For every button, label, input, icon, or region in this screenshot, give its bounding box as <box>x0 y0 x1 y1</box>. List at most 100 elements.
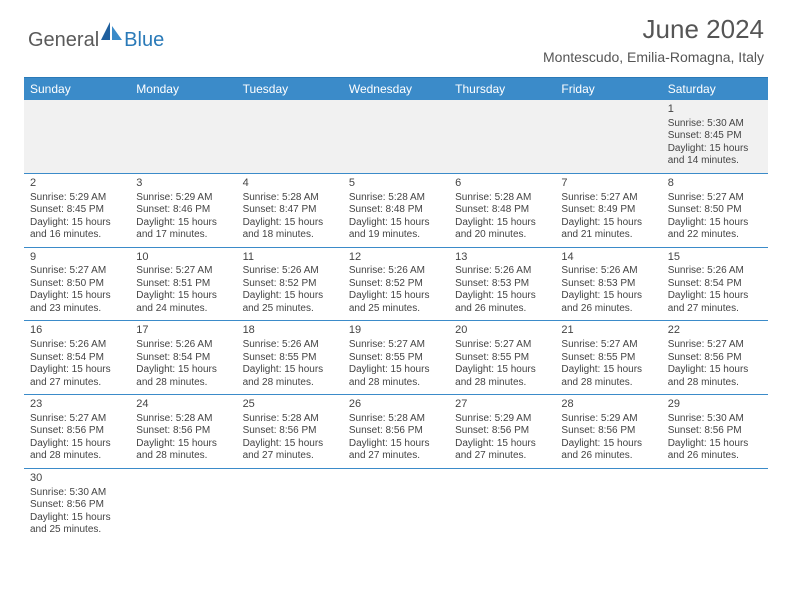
day-number: 4 <box>243 177 337 191</box>
day-cell: 14Sunrise: 5:26 AMSunset: 8:53 PMDayligh… <box>555 248 661 321</box>
sunset-text: Sunset: 8:54 PM <box>668 278 762 291</box>
day-header-row: Sunday Monday Tuesday Wednesday Thursday… <box>24 78 768 100</box>
day-number: 27 <box>455 398 549 412</box>
week-row: 1Sunrise: 5:30 AMSunset: 8:45 PMDaylight… <box>24 100 768 174</box>
day-number: 13 <box>455 251 549 265</box>
day-header-thursday: Thursday <box>449 78 555 100</box>
day-cell <box>555 100 661 173</box>
daylight-text: Daylight: 15 hours <box>455 217 549 230</box>
day-cell: 30Sunrise: 5:30 AMSunset: 8:56 PMDayligh… <box>24 469 130 542</box>
sunrise-text: Sunrise: 5:28 AM <box>349 192 443 205</box>
weeks-container: 1Sunrise: 5:30 AMSunset: 8:45 PMDaylight… <box>24 100 768 542</box>
day-cell <box>237 469 343 542</box>
daylight-text: and 20 minutes. <box>455 229 549 242</box>
day-number: 30 <box>30 472 124 486</box>
sunset-text: Sunset: 8:53 PM <box>455 278 549 291</box>
daylight-text: and 17 minutes. <box>136 229 230 242</box>
sunset-text: Sunset: 8:55 PM <box>349 352 443 365</box>
sunrise-text: Sunrise: 5:29 AM <box>30 192 124 205</box>
sunset-text: Sunset: 8:55 PM <box>561 352 655 365</box>
day-cell: 4Sunrise: 5:28 AMSunset: 8:47 PMDaylight… <box>237 174 343 247</box>
sunrise-text: Sunrise: 5:26 AM <box>349 265 443 278</box>
day-cell: 28Sunrise: 5:29 AMSunset: 8:56 PMDayligh… <box>555 395 661 468</box>
daylight-text: Daylight: 15 hours <box>243 364 337 377</box>
day-cell: 7Sunrise: 5:27 AMSunset: 8:49 PMDaylight… <box>555 174 661 247</box>
sunrise-text: Sunrise: 5:26 AM <box>561 265 655 278</box>
day-cell: 12Sunrise: 5:26 AMSunset: 8:52 PMDayligh… <box>343 248 449 321</box>
sunset-text: Sunset: 8:45 PM <box>668 130 762 143</box>
daylight-text: Daylight: 15 hours <box>561 438 655 451</box>
sunrise-text: Sunrise: 5:26 AM <box>243 265 337 278</box>
daylight-text: Daylight: 15 hours <box>455 438 549 451</box>
daylight-text: and 27 minutes. <box>243 450 337 463</box>
day-number: 12 <box>349 251 443 265</box>
daylight-text: Daylight: 15 hours <box>455 364 549 377</box>
sunrise-text: Sunrise: 5:27 AM <box>668 339 762 352</box>
day-cell: 6Sunrise: 5:28 AMSunset: 8:48 PMDaylight… <box>449 174 555 247</box>
day-cell: 17Sunrise: 5:26 AMSunset: 8:54 PMDayligh… <box>130 321 236 394</box>
daylight-text: and 28 minutes. <box>349 377 443 390</box>
sunset-text: Sunset: 8:55 PM <box>243 352 337 365</box>
sunset-text: Sunset: 8:56 PM <box>668 425 762 438</box>
sunrise-text: Sunrise: 5:27 AM <box>136 265 230 278</box>
sunrise-text: Sunrise: 5:29 AM <box>561 413 655 426</box>
daylight-text: Daylight: 15 hours <box>668 438 762 451</box>
sunset-text: Sunset: 8:48 PM <box>349 204 443 217</box>
daylight-text: Daylight: 15 hours <box>668 217 762 230</box>
sunset-text: Sunset: 8:50 PM <box>668 204 762 217</box>
week-row: 9Sunrise: 5:27 AMSunset: 8:50 PMDaylight… <box>24 248 768 322</box>
day-number: 22 <box>668 324 762 338</box>
daylight-text: and 27 minutes. <box>668 303 762 316</box>
daylight-text: Daylight: 15 hours <box>136 290 230 303</box>
day-cell: 10Sunrise: 5:27 AMSunset: 8:51 PMDayligh… <box>130 248 236 321</box>
daylight-text: Daylight: 15 hours <box>136 438 230 451</box>
daylight-text: Daylight: 15 hours <box>30 438 124 451</box>
sunset-text: Sunset: 8:49 PM <box>561 204 655 217</box>
day-number: 1 <box>668 103 762 117</box>
day-cell <box>555 469 661 542</box>
day-number: 3 <box>136 177 230 191</box>
daylight-text: and 24 minutes. <box>136 303 230 316</box>
day-cell: 8Sunrise: 5:27 AMSunset: 8:50 PMDaylight… <box>662 174 768 247</box>
sunrise-text: Sunrise: 5:26 AM <box>455 265 549 278</box>
sunrise-text: Sunrise: 5:30 AM <box>668 413 762 426</box>
daylight-text: and 28 minutes. <box>455 377 549 390</box>
daylight-text: Daylight: 15 hours <box>349 217 443 230</box>
month-title: June 2024 <box>543 14 764 45</box>
day-number: 9 <box>30 251 124 265</box>
sunset-text: Sunset: 8:52 PM <box>349 278 443 291</box>
daylight-text: and 26 minutes. <box>561 450 655 463</box>
daylight-text: Daylight: 15 hours <box>455 290 549 303</box>
day-number: 10 <box>136 251 230 265</box>
sunset-text: Sunset: 8:54 PM <box>30 352 124 365</box>
day-number: 18 <box>243 324 337 338</box>
day-cell <box>24 100 130 173</box>
daylight-text: and 28 minutes. <box>30 450 124 463</box>
day-number: 28 <box>561 398 655 412</box>
day-header-sunday: Sunday <box>24 78 130 100</box>
daylight-text: Daylight: 15 hours <box>243 438 337 451</box>
sunset-text: Sunset: 8:56 PM <box>243 425 337 438</box>
day-number: 26 <box>349 398 443 412</box>
day-number: 7 <box>561 177 655 191</box>
sunrise-text: Sunrise: 5:27 AM <box>561 339 655 352</box>
day-number: 17 <box>136 324 230 338</box>
sunset-text: Sunset: 8:48 PM <box>455 204 549 217</box>
daylight-text: Daylight: 15 hours <box>30 364 124 377</box>
daylight-text: Daylight: 15 hours <box>30 217 124 230</box>
sunrise-text: Sunrise: 5:28 AM <box>136 413 230 426</box>
sunset-text: Sunset: 8:45 PM <box>30 204 124 217</box>
daylight-text: Daylight: 15 hours <box>668 143 762 156</box>
daylight-text: Daylight: 15 hours <box>561 217 655 230</box>
day-cell: 20Sunrise: 5:27 AMSunset: 8:55 PMDayligh… <box>449 321 555 394</box>
sunset-text: Sunset: 8:46 PM <box>136 204 230 217</box>
sunrise-text: Sunrise: 5:26 AM <box>136 339 230 352</box>
day-number: 29 <box>668 398 762 412</box>
day-cell: 1Sunrise: 5:30 AMSunset: 8:45 PMDaylight… <box>662 100 768 173</box>
sunrise-text: Sunrise: 5:28 AM <box>455 192 549 205</box>
sunset-text: Sunset: 8:56 PM <box>455 425 549 438</box>
sunset-text: Sunset: 8:55 PM <box>455 352 549 365</box>
daylight-text: and 26 minutes. <box>561 303 655 316</box>
day-cell <box>449 100 555 173</box>
daylight-text: and 23 minutes. <box>30 303 124 316</box>
